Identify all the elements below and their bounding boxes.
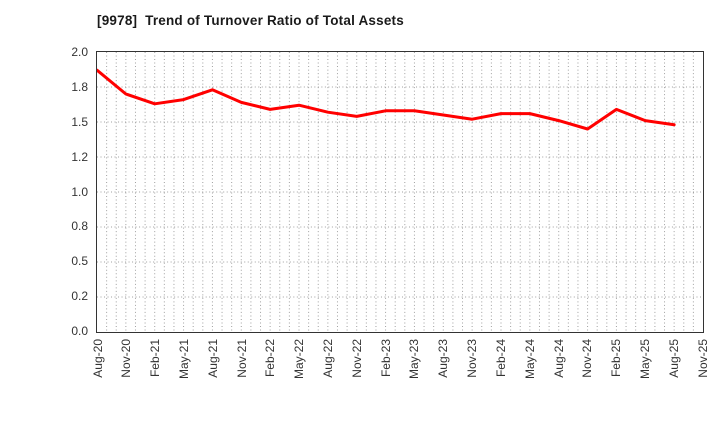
chart-title: [9978] Trend of Turnover Ratio of Total … [97,13,404,28]
y-tick-label: 0.8 [71,219,88,234]
x-tick-label: Nov-22 [349,339,364,378]
x-tick-label: May-25 [637,339,652,380]
y-tick-label: 0.5 [71,254,88,269]
x-tick-label: Aug-23 [436,339,451,378]
x-tick-label: Aug-25 [666,339,681,378]
x-tick-label: Aug-22 [321,339,335,378]
x-tick-label: Feb-23 [378,339,393,378]
plot-grid-and-line [97,52,703,332]
x-tick-label: Feb-25 [609,339,624,378]
x-tick-label: Feb-22 [263,339,278,378]
y-tick-label: 1.0 [71,184,88,199]
x-tick-label: Aug-24 [551,339,566,378]
x-tick-label: Nov-24 [580,339,595,378]
x-tick-label: Nov-25 [695,339,710,378]
x-tick-label: Nov-23 [465,339,479,378]
x-tick-label: Nov-20 [119,339,134,378]
x-tick-label: May-23 [407,339,422,380]
y-tick-label: 1.5 [71,114,88,129]
y-tick-label: 2.0 [71,45,88,59]
x-tick-label: May-21 [176,339,191,380]
x-tick-label: Nov-21 [234,339,249,378]
x-tick-label: Feb-21 [148,339,163,378]
y-tick-label: 1.8 [71,79,88,94]
x-tick-label: Aug-21 [205,339,220,378]
y-tick-label: 0.0 [71,324,88,338]
x-tick-label: May-24 [522,339,537,380]
plot-area [96,51,704,333]
x-tick-label: May-22 [292,339,307,380]
y-tick-label: 0.2 [71,289,88,304]
x-tick-label: Feb-24 [493,339,508,378]
y-tick-label: 1.2 [71,149,88,164]
data-line-turnover-ratio-of-total-assets [97,68,676,131]
x-tick-label: Aug-20 [90,339,105,378]
